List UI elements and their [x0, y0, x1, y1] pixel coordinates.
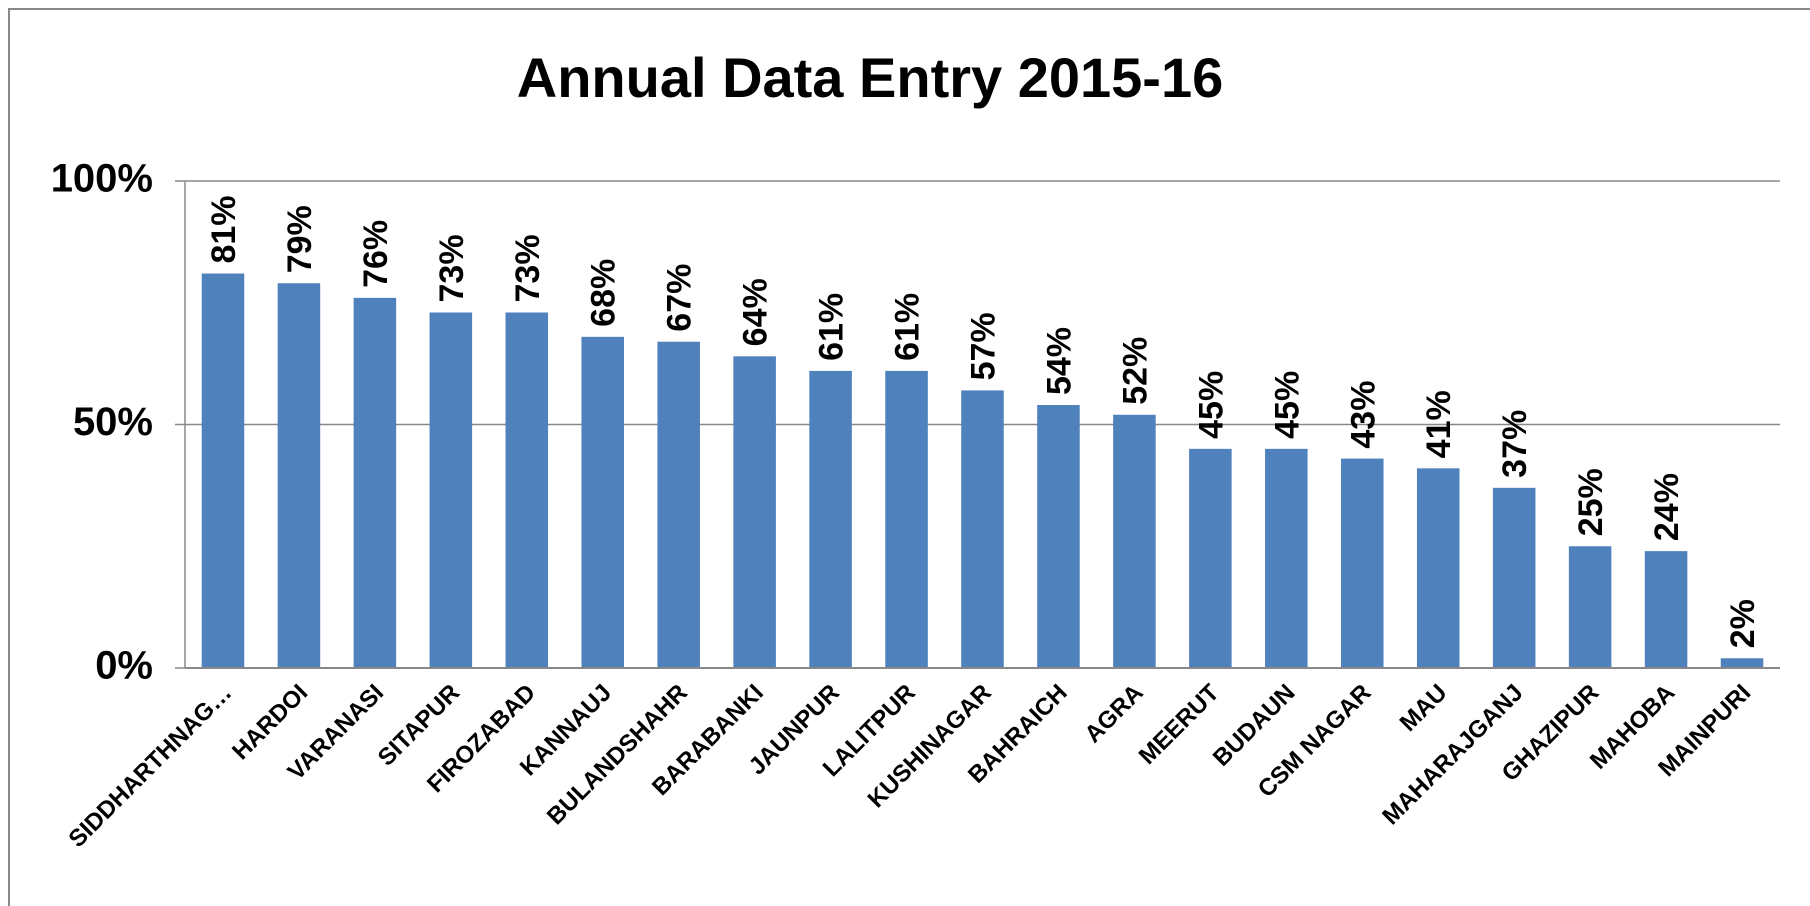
bar [1113, 414, 1156, 668]
bar [429, 312, 473, 668]
value-label: 54% [1040, 327, 1078, 395]
value-label: 67% [661, 264, 699, 332]
value-label: 24% [1648, 473, 1686, 541]
value-label: 68% [585, 259, 623, 327]
bar [1189, 448, 1232, 668]
value-label: 43% [1344, 381, 1382, 449]
bar [809, 370, 852, 668]
bar [505, 312, 549, 668]
y-tick-label: 50% [73, 400, 153, 444]
bar [581, 336, 625, 668]
bar [277, 283, 321, 668]
value-label: 79% [281, 205, 319, 273]
y-tick-label: 0% [95, 644, 153, 688]
value-label: 64% [737, 278, 775, 346]
value-label: 76% [357, 220, 395, 288]
bar [1037, 405, 1080, 668]
value-label: 81% [205, 195, 243, 263]
bar [1492, 487, 1536, 668]
bar [1720, 658, 1764, 668]
bar [1340, 458, 1384, 668]
bar [1265, 448, 1308, 668]
value-label: 57% [965, 312, 1003, 380]
value-label: 45% [1192, 371, 1230, 439]
value-label: 52% [1116, 337, 1154, 405]
bar [885, 370, 928, 668]
value-label: 73% [433, 234, 471, 302]
value-label: 37% [1496, 410, 1534, 478]
value-label: 61% [889, 293, 927, 361]
value-label: 2% [1724, 599, 1762, 648]
bar [353, 297, 397, 668]
bar [1416, 468, 1460, 668]
bar [733, 356, 776, 668]
value-label: 45% [1268, 371, 1306, 439]
bar [1568, 546, 1612, 668]
bar [1644, 551, 1688, 668]
chart-title: Annual Data Entry 2015-16 [517, 46, 1223, 109]
value-label: 61% [813, 293, 851, 361]
bar [961, 390, 1004, 668]
bar [201, 273, 245, 668]
bar [657, 341, 700, 668]
value-label: 41% [1420, 390, 1458, 458]
value-label: 25% [1572, 468, 1610, 536]
value-label: 73% [509, 234, 547, 302]
y-tick-label: 100% [51, 157, 153, 201]
